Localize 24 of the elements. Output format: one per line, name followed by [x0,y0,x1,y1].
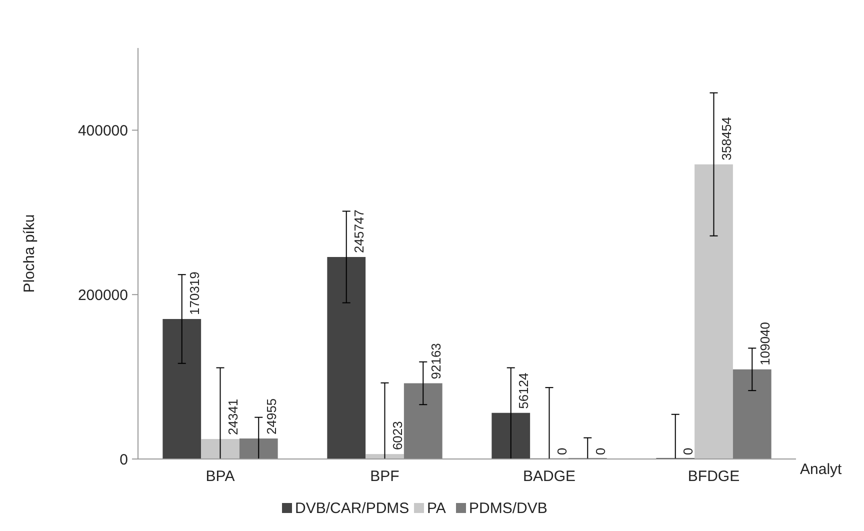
legend-label: PA [427,500,446,517]
data-label: 24955 [264,398,279,434]
data-label: 358454 [718,116,734,160]
y-tick-label: 400000 [78,122,128,140]
data-label: 170319 [187,272,202,315]
data-label: 0 [554,448,570,455]
x-tick-label: BPA [206,468,235,485]
data-label: 56124 [516,372,532,409]
data-label: 109040 [757,322,772,366]
data-label: 245747 [352,210,367,253]
legend-label: PDMS/DVB [469,500,548,517]
y-axis-title: Plocha píku [21,214,38,293]
data-label: 0 [680,448,696,455]
x-tick-label: BADGE [522,468,576,485]
x-tick-label: BPF [370,468,400,485]
data-label: 6023 [390,421,405,450]
data-label: 0 [592,448,608,455]
y-tick-label: 200000 [78,286,128,304]
x-axis-title: Analyt [800,461,843,478]
data-label: 24341 [225,398,240,435]
x-tick-label: BFDGE [688,468,740,485]
data-label: 92163 [428,343,444,380]
y-tick-label: 0 [120,451,128,468]
legend-label: DVB/CAR/PDMS [295,500,410,517]
